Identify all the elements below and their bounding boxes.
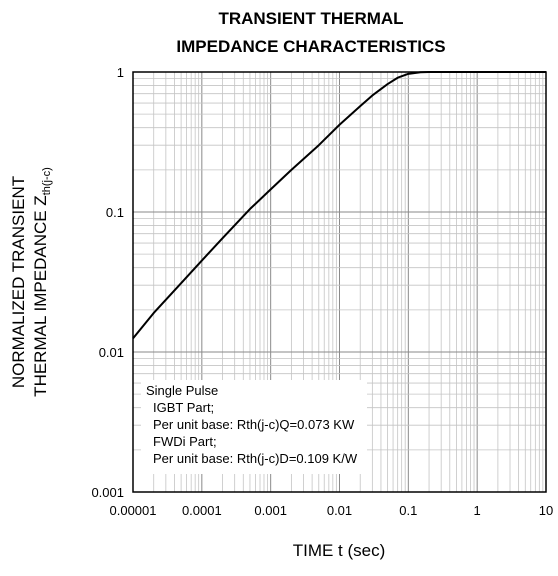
x-tick-label: 0.1 (399, 503, 417, 518)
y-axis-label-line-2: THERMAL IMPEDANCE Zth(j-c) (31, 167, 53, 397)
y-tick-label: 0.01 (99, 345, 124, 360)
x-tick-label: 1 (474, 503, 481, 518)
x-axis-label: TIME t (sec) (293, 541, 386, 560)
series-layer (132, 71, 546, 340)
x-tick-label: 0.00001 (110, 503, 157, 518)
annotation-line-2: IGBT Part; (153, 400, 214, 415)
annotation-line-1: Single Pulse (146, 383, 218, 398)
chart-title-line-2: IMPEDANCE CHARACTERISTICS (176, 37, 445, 56)
x-tick-label: 0.0001 (182, 503, 222, 518)
y-tick-label: 0.1 (106, 205, 124, 220)
y-tick-label: 1 (117, 65, 124, 80)
y-tick-labels: 1 0.1 0.01 0.001 (91, 65, 124, 500)
x-tick-labels: 0.00001 0.0001 0.001 0.01 0.1 1 10 (110, 503, 554, 518)
annotation-line-5: Per unit base: Rth(j-c)D=0.109 K/W (153, 451, 358, 466)
y-tick-label: 0.001 (91, 485, 124, 500)
annotation-line-3: Per unit base: Rth(j-c)Q=0.073 KW (153, 417, 355, 432)
plot-area-frame (132, 71, 547, 493)
y-axis-label-main: THERMAL IMPEDANCE Z (31, 195, 50, 397)
x-tick-label: 0.001 (254, 503, 287, 518)
x-tick-label: 0.01 (327, 503, 352, 518)
y-axis-label-line-1: NORMALIZED TRANSIENT (9, 176, 28, 388)
chart-title-line-1: TRANSIENT THERMAL (218, 9, 403, 28)
annotation-line-4: FWDi Part; (153, 434, 217, 449)
series-line-1 (132, 71, 546, 340)
legend-box (141, 380, 367, 474)
x-tick-label: 10 (539, 503, 553, 518)
y-axis-label-subscript: th(j-c) (41, 167, 53, 195)
